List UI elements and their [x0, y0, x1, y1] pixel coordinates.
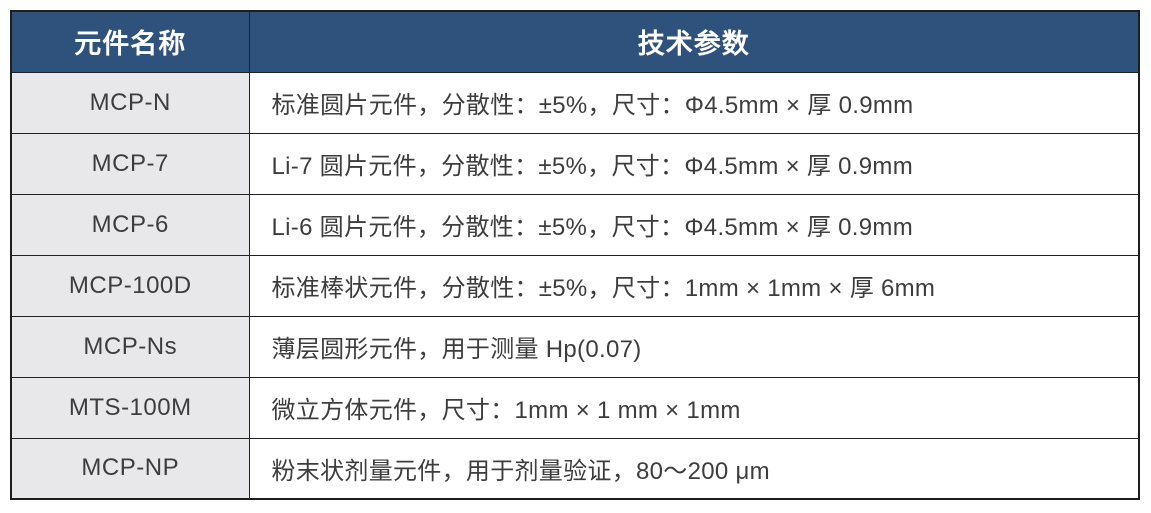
component-spec-table: 元件名称 技术参数 MCP-N 标准圆片元件，分散性：±5%，尺寸：Φ4.5mm… — [10, 10, 1140, 500]
tech-params-cell: 微立方体元件，尺寸：1mm × 1 mm × 1mm — [248, 376, 1140, 439]
table-row: MCP-6 Li-6 圆片元件，分散性：±5%，尺寸：Φ4.5mm × 厚 0.… — [10, 193, 1140, 256]
table-header: 元件名称 技术参数 — [10, 10, 1140, 73]
table-body: MCP-N 标准圆片元件，分散性：±5%，尺寸：Φ4.5mm × 厚 0.9mm… — [10, 71, 1140, 500]
component-name-cell: MCP-NP — [10, 437, 250, 500]
header-cell-component-name: 元件名称 — [10, 10, 250, 73]
header-cell-tech-params: 技术参数 — [248, 10, 1140, 73]
tech-params-cell: Li-7 圆片元件，分散性：±5%，尺寸：Φ4.5mm × 厚 0.9mm — [248, 132, 1140, 195]
table-row: MCP-NP 粉末状剂量元件，用于剂量验证，80～200 μm — [10, 437, 1140, 500]
table-row: MCP-100D 标准棒状元件，分散性：±5%，尺寸：1mm × 1mm × 厚… — [10, 254, 1140, 317]
tech-params-cell: 标准圆片元件，分散性：±5%，尺寸：Φ4.5mm × 厚 0.9mm — [248, 71, 1140, 134]
component-name-cell: MCP-7 — [10, 132, 250, 195]
table-row: MCP-N 标准圆片元件，分散性：±5%，尺寸：Φ4.5mm × 厚 0.9mm — [10, 71, 1140, 134]
header-row: 元件名称 技术参数 — [10, 10, 1140, 73]
component-name-cell: MCP-6 — [10, 193, 250, 256]
component-name-cell: MTS-100M — [10, 376, 250, 439]
component-name-cell: MCP-Ns — [10, 315, 250, 378]
component-name-cell: MCP-N — [10, 71, 250, 134]
component-name-cell: MCP-100D — [10, 254, 250, 317]
table-row: MCP-7 Li-7 圆片元件，分散性：±5%，尺寸：Φ4.5mm × 厚 0.… — [10, 132, 1140, 195]
tech-params-cell: 标准棒状元件，分散性：±5%，尺寸：1mm × 1mm × 厚 6mm — [248, 254, 1140, 317]
table-row: MTS-100M 微立方体元件，尺寸：1mm × 1 mm × 1mm — [10, 376, 1140, 439]
tech-params-cell: 粉末状剂量元件，用于剂量验证，80～200 μm — [248, 437, 1140, 500]
tech-params-cell: 薄层圆形元件，用于测量 Hp(0.07) — [248, 315, 1140, 378]
table-row: MCP-Ns 薄层圆形元件，用于测量 Hp(0.07) — [10, 315, 1140, 378]
tech-params-cell: Li-6 圆片元件，分散性：±5%，尺寸：Φ4.5mm × 厚 0.9mm — [248, 193, 1140, 256]
